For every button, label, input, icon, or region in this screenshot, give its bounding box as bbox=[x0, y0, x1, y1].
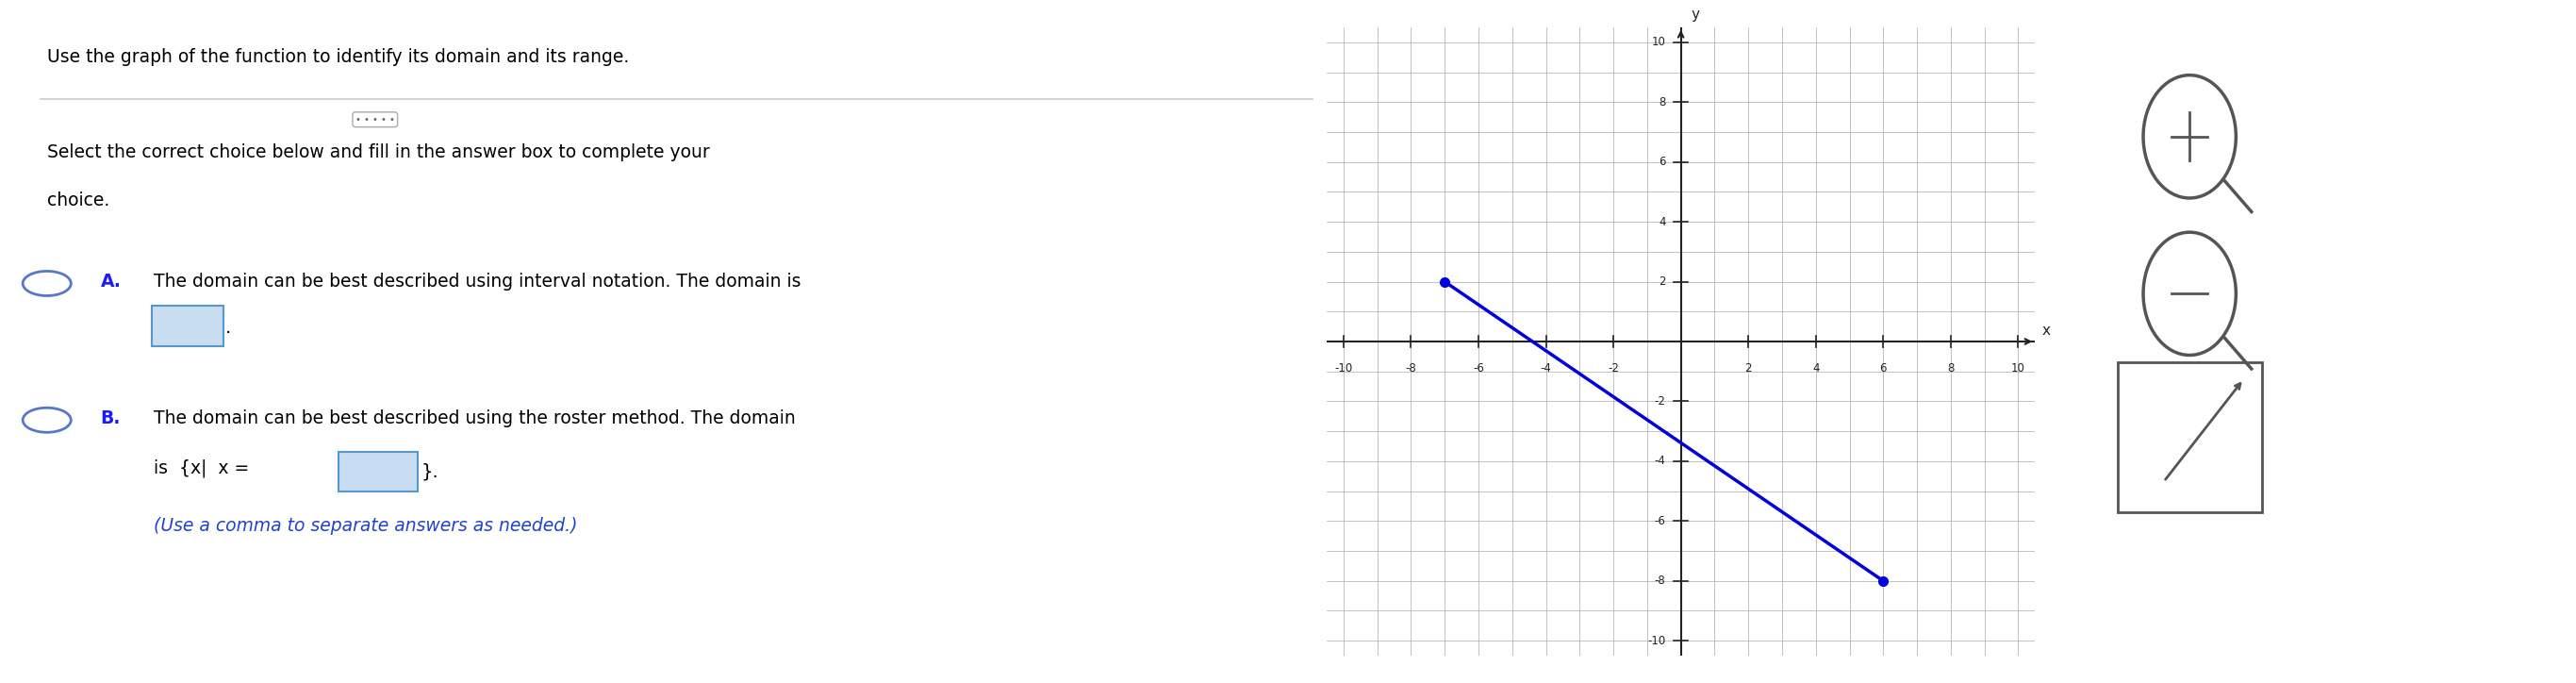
Text: The domain can be best described using the roster method. The domain: The domain can be best described using t… bbox=[155, 409, 796, 427]
Text: x: x bbox=[2043, 324, 2050, 338]
Text: choice.: choice. bbox=[46, 191, 108, 209]
Text: -6: -6 bbox=[1654, 515, 1667, 527]
Text: A.: A. bbox=[100, 273, 121, 290]
Text: 4: 4 bbox=[1659, 216, 1667, 228]
Text: 2: 2 bbox=[1744, 363, 1752, 375]
Text: (Use a comma to separate answers as needed.): (Use a comma to separate answers as need… bbox=[155, 517, 577, 535]
FancyBboxPatch shape bbox=[2117, 362, 2262, 512]
FancyBboxPatch shape bbox=[152, 306, 224, 346]
Text: 8: 8 bbox=[1947, 363, 1955, 375]
Text: .: . bbox=[224, 319, 232, 337]
Text: -10: -10 bbox=[1334, 363, 1352, 375]
Text: 6: 6 bbox=[1659, 156, 1667, 168]
Text: }.: }. bbox=[420, 462, 438, 480]
Text: 10: 10 bbox=[2012, 363, 2025, 375]
FancyBboxPatch shape bbox=[340, 451, 417, 492]
Text: The domain can be best described using interval notation. The domain is: The domain can be best described using i… bbox=[155, 273, 801, 290]
Text: • • • • •: • • • • • bbox=[355, 115, 394, 124]
Text: -10: -10 bbox=[1649, 635, 1667, 647]
Text: 6: 6 bbox=[1880, 363, 1886, 375]
Text: 8: 8 bbox=[1659, 96, 1667, 109]
Text: -8: -8 bbox=[1406, 363, 1417, 375]
Text: y: y bbox=[1690, 8, 1700, 21]
Text: Use the graph of the function to identify its domain and its range.: Use the graph of the function to identif… bbox=[46, 48, 629, 66]
Text: -2: -2 bbox=[1654, 395, 1667, 408]
Text: 4: 4 bbox=[1814, 363, 1819, 375]
Text: is  {x|  x =: is {x| x = bbox=[155, 459, 250, 477]
Text: -4: -4 bbox=[1654, 455, 1667, 467]
Text: -2: -2 bbox=[1607, 363, 1618, 375]
Text: -6: -6 bbox=[1473, 363, 1484, 375]
Text: 2: 2 bbox=[1659, 275, 1667, 288]
Text: 10: 10 bbox=[1651, 36, 1667, 48]
Text: B.: B. bbox=[100, 409, 121, 427]
Text: Select the correct choice below and fill in the answer box to complete your: Select the correct choice below and fill… bbox=[46, 143, 708, 161]
Text: -4: -4 bbox=[1540, 363, 1551, 375]
Text: -8: -8 bbox=[1654, 574, 1667, 587]
